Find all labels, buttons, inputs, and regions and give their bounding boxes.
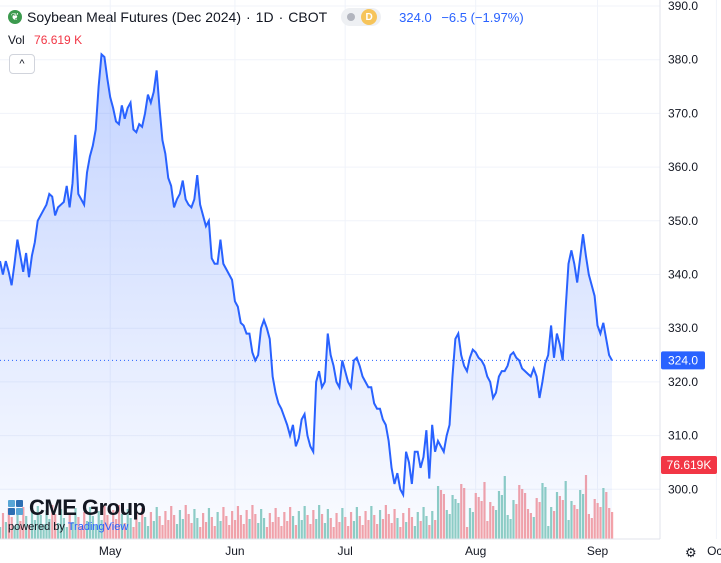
volume-legend-value: 76.619 K: [34, 33, 83, 47]
time-tick-label: Jul: [337, 544, 352, 558]
price-quote: 324.0 −6.5 (−1.97%): [399, 10, 524, 25]
market-status-pill[interactable]: D: [341, 8, 382, 26]
price-tick-label: 350.0: [668, 214, 698, 228]
interval[interactable]: 1D: [255, 9, 274, 25]
last-price: 324.0: [399, 9, 432, 25]
price-tick-label: 340.0: [668, 268, 698, 282]
status-dot-icon: [347, 13, 356, 21]
volume-legend: Vol 76.619 K: [8, 33, 82, 47]
delayed-badge: D: [361, 9, 378, 25]
symbol-title[interactable]: Soybean Meal Futures (Dec 2024): [27, 9, 241, 25]
cme-mark-icon: [8, 500, 24, 516]
chart-legend: ❦ Soybean Meal Futures (Dec 2024) · 1D ·…: [8, 8, 524, 26]
time-tick-label: Oct: [707, 544, 721, 558]
volume-legend-label: Vol: [8, 33, 25, 47]
exchange: CBOT: [288, 9, 328, 25]
price-area-fill: [0, 54, 612, 539]
price-tick-label: 360.0: [668, 160, 698, 174]
cme-group-logo: CME Group: [8, 495, 146, 521]
price-line: [0, 52, 613, 499]
last-price-value: 324.0: [668, 353, 698, 367]
price-tick-label: 320.0: [668, 375, 698, 389]
time-tick-label: Sep: [587, 544, 609, 558]
tradingview-brand: TradingView: [67, 521, 129, 533]
collapse-legend-button[interactable]: ^: [9, 54, 35, 74]
price-tick-label: 300.0: [668, 482, 698, 496]
time-tick-label: May: [99, 544, 122, 558]
price-tick-label: 380.0: [668, 53, 698, 67]
soybean-leaf-icon: ❦: [8, 10, 22, 24]
settings-gear-icon[interactable]: ⚙: [685, 545, 697, 560]
powered-by-text: powered by: [8, 521, 65, 533]
price-tick-label: 390.0: [668, 0, 698, 13]
last-price-label: 324.0: [661, 351, 705, 370]
time-tick-label: Aug: [465, 544, 486, 558]
last-volume-value: 76.619K: [667, 458, 712, 472]
price-tick-label: 370.0: [668, 106, 698, 120]
price-axis[interactable]: 390.0 380.0 370.0 360.0 350.0 340.0 330.0 320.0…: [659, 0, 698, 539]
volume-bar: [611, 512, 614, 539]
price-tick-label: 330.0: [668, 321, 698, 335]
price-change: −6.5 (−1.97%): [441, 9, 524, 25]
time-axis[interactable]: May Jun Jul Aug Sep Oct: [0, 538, 721, 558]
brand-name: CME Group: [29, 495, 146, 520]
volume-label: 76.619K: [661, 456, 717, 474]
price-tick-label: 310.0: [668, 429, 698, 443]
time-tick-label: Jun: [225, 544, 244, 558]
powered-by[interactable]: powered by TradingView: [8, 521, 128, 533]
chevron-up-icon: ^: [19, 58, 25, 70]
